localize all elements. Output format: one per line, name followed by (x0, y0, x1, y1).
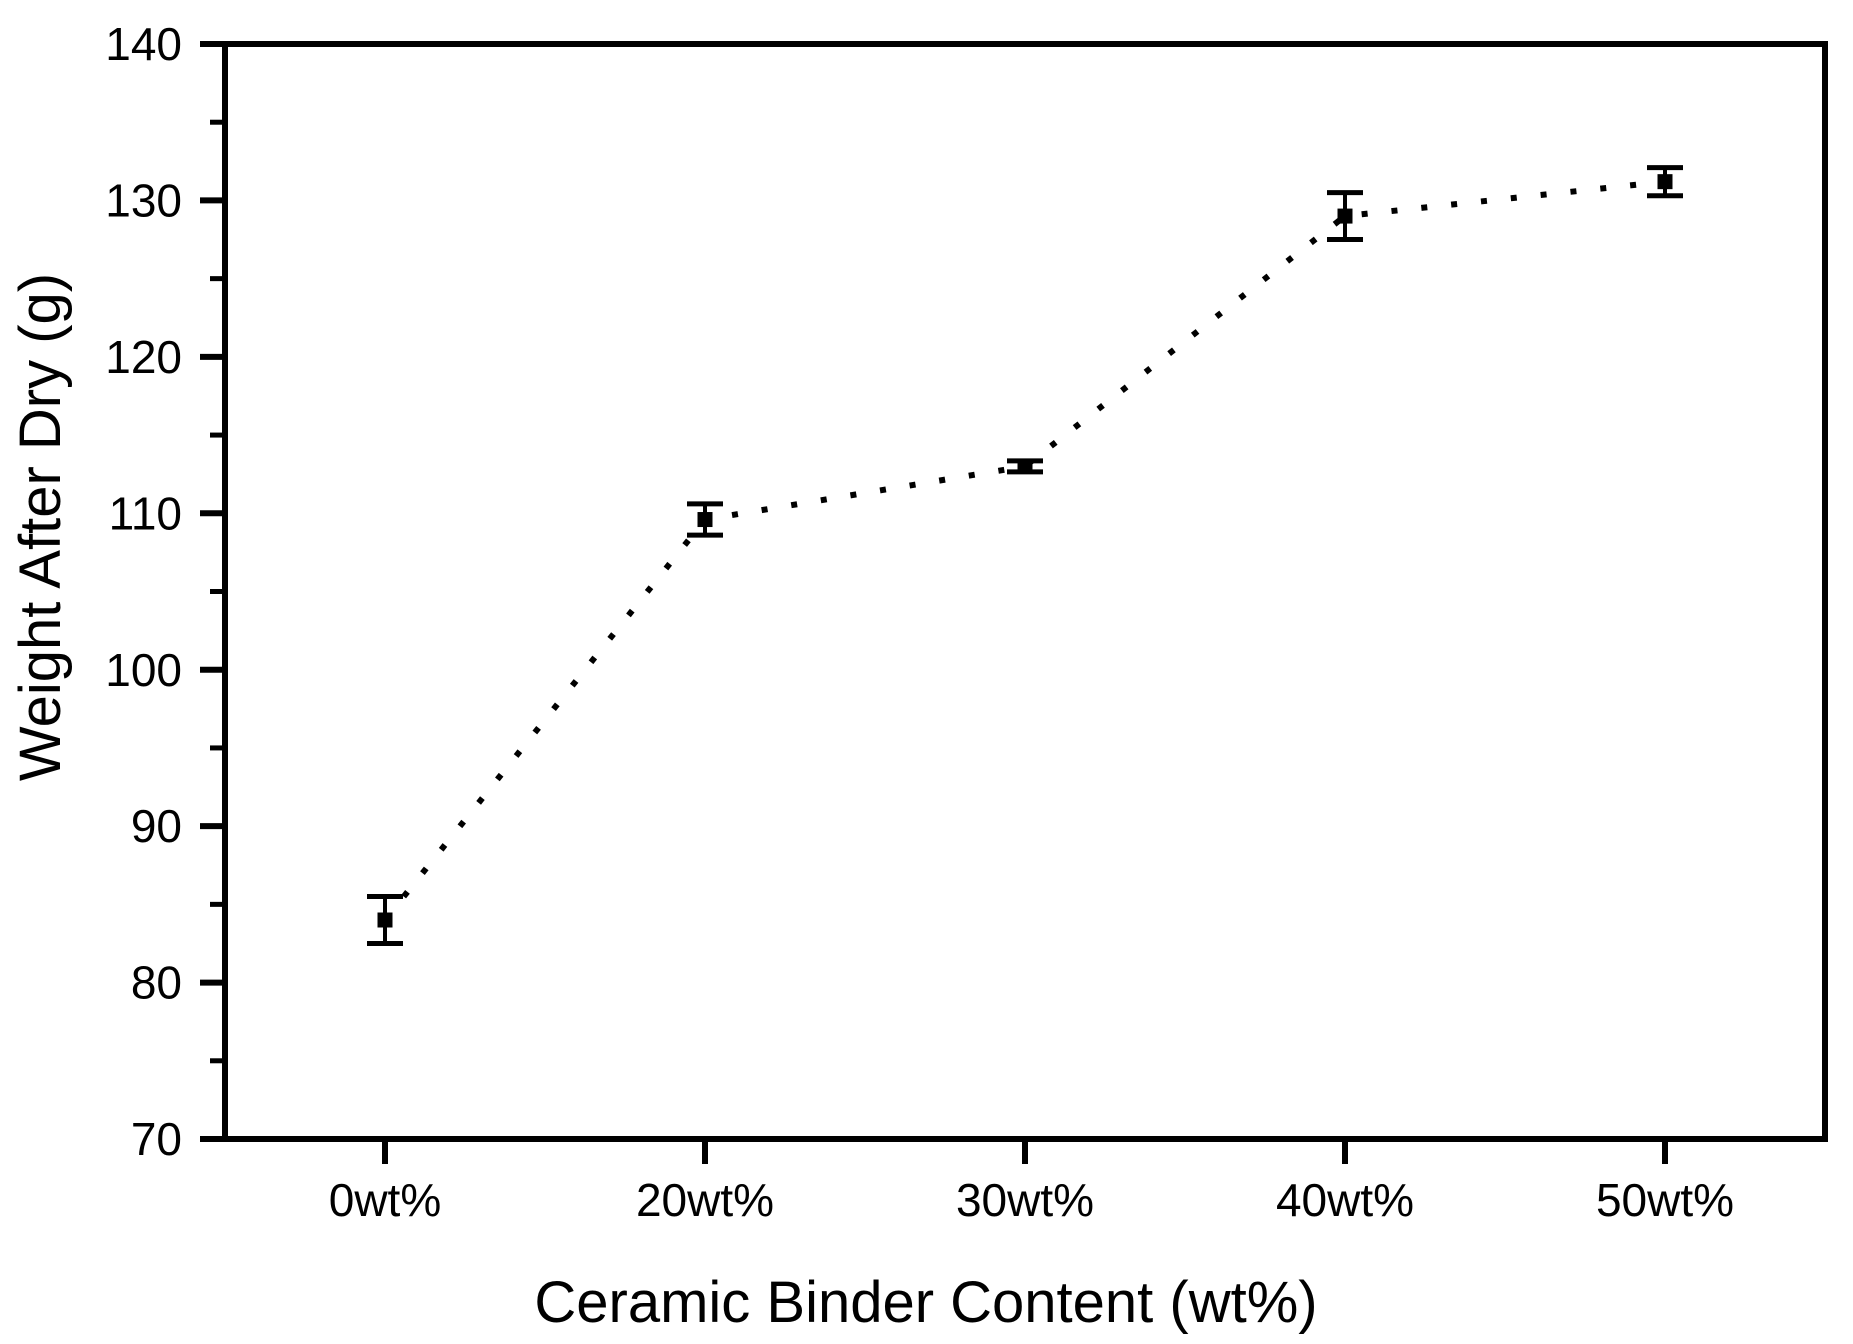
data-point-marker (697, 512, 713, 528)
x-tick-label: 50wt% (1596, 1174, 1734, 1226)
plot-border (222, 41, 1828, 1142)
y-axis-title: Weight After Dry (g) (8, 273, 73, 781)
data-point-group (1647, 165, 1683, 199)
data-point-marker (377, 912, 393, 928)
x-tick-label: 30wt% (956, 1174, 1094, 1226)
y-tick-label: 140 (105, 18, 182, 70)
data-point-group (1007, 458, 1043, 475)
x-tick-label: 20wt% (636, 1174, 774, 1226)
data-point-group (1327, 190, 1363, 243)
y-tick-label: 130 (105, 175, 182, 227)
tick-labels-layer: 70 80 90 100 110 120 130 140 0wt% 20wt% 30wt% 40wt%… (105, 18, 1734, 1226)
data-point-marker (1337, 208, 1353, 224)
data-point-group (687, 501, 723, 538)
x-tick-label: 0wt% (329, 1174, 441, 1226)
y-tick-label: 80 (131, 957, 182, 1009)
y-tick-label: 110 (109, 487, 182, 539)
data-point-group (367, 894, 403, 946)
axes-layer (200, 41, 1828, 1164)
data-point-marker (1657, 174, 1673, 190)
x-axis-title: Ceramic Binder Content (wt%) (534, 1270, 1317, 1335)
x-tick-label: 40wt% (1276, 1174, 1414, 1226)
data-point-marker (1017, 458, 1033, 474)
data-line (382, 178, 1666, 922)
data-series-layer (367, 165, 1683, 946)
y-tick-label: 70 (131, 1113, 182, 1165)
y-tick-label: 90 (131, 800, 182, 852)
y-tick-label: 100 (105, 644, 182, 696)
y-tick-label: 120 (105, 331, 182, 383)
